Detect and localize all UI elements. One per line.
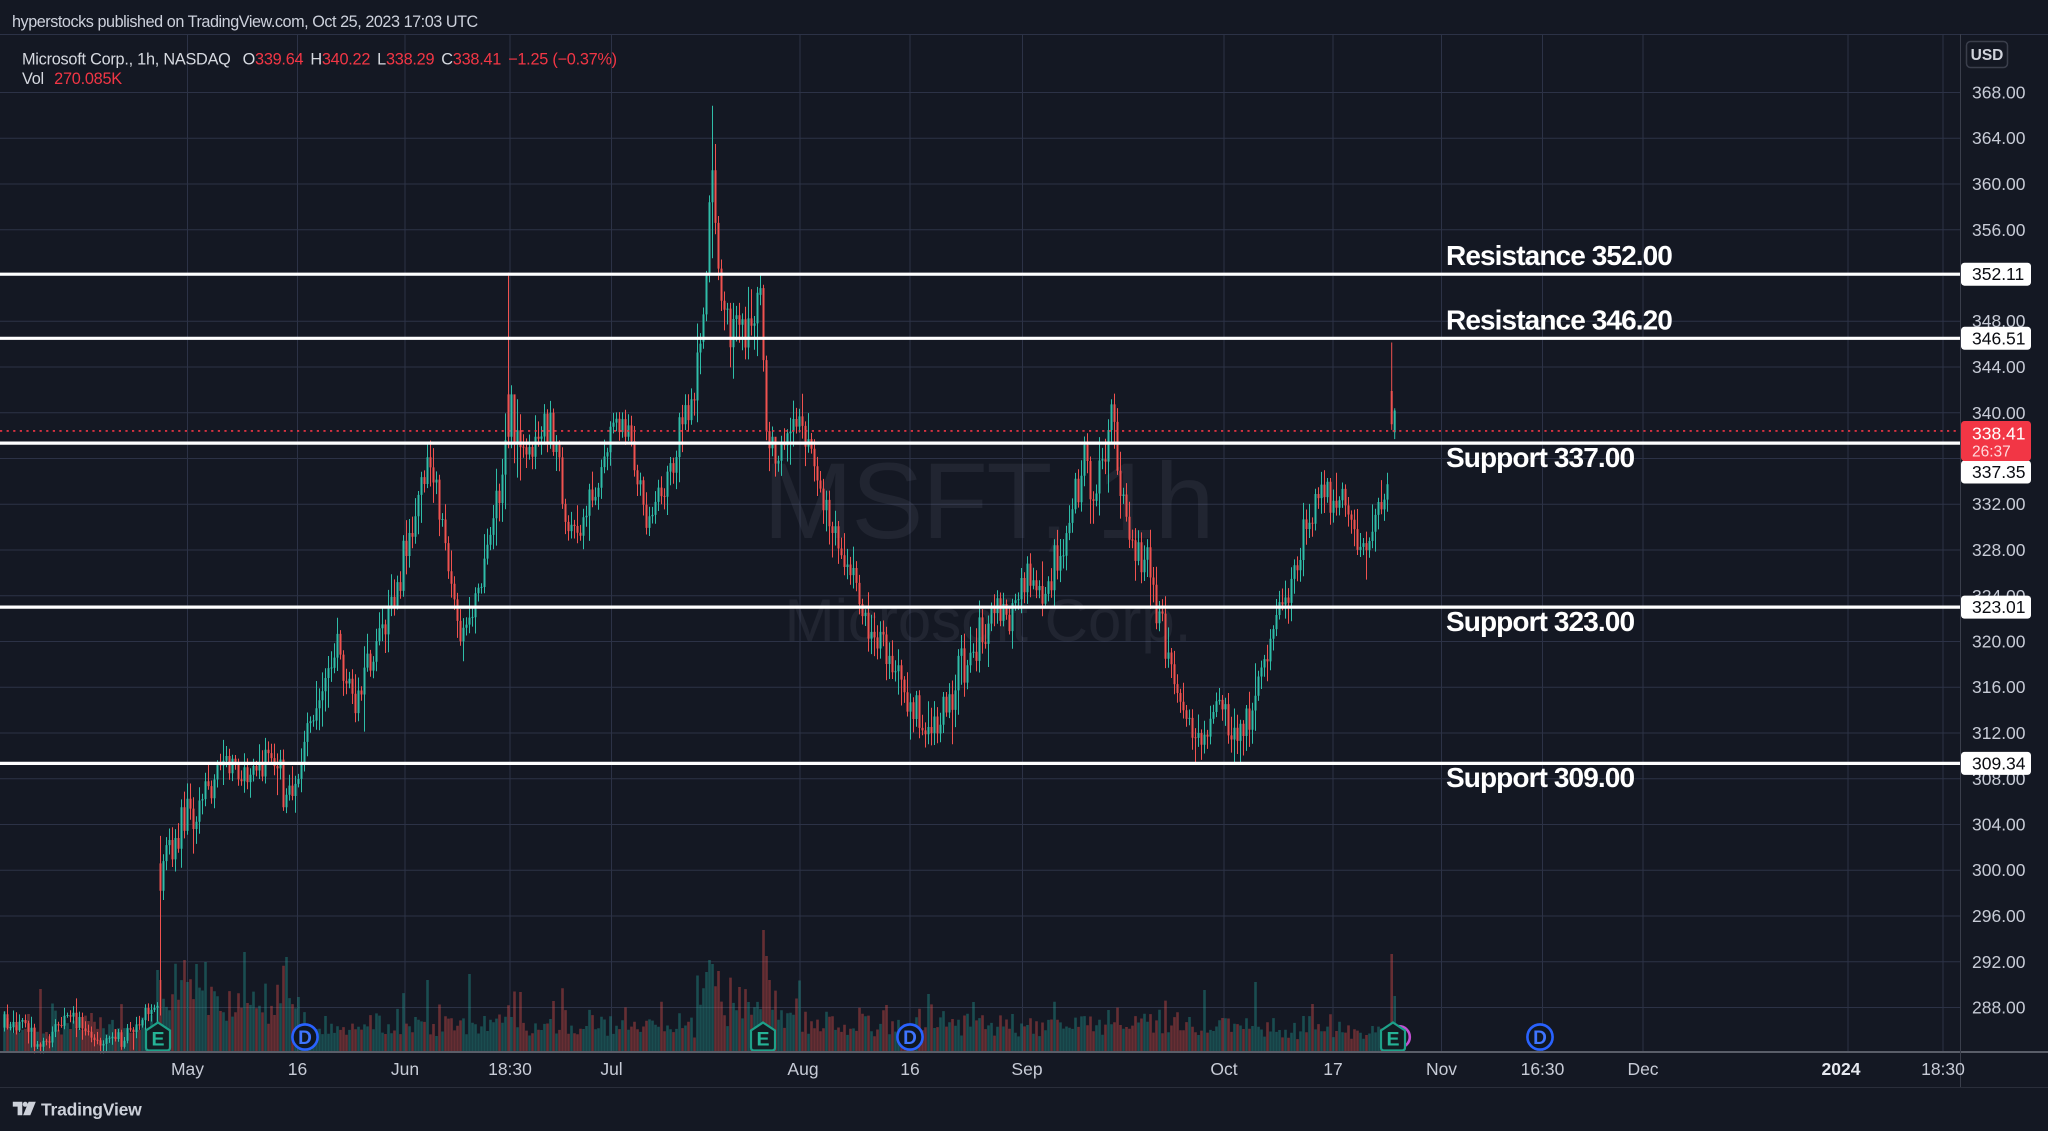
- svg-text:18:30: 18:30: [488, 1059, 532, 1079]
- svg-text:Jul: Jul: [600, 1059, 622, 1079]
- svg-text:Aug: Aug: [787, 1059, 818, 1079]
- svg-text:356.00: 356.00: [1972, 220, 2026, 240]
- svg-text:TradingView: TradingView: [41, 1100, 142, 1120]
- svg-text:16: 16: [900, 1059, 919, 1079]
- svg-text:346.51: 346.51: [1972, 328, 2026, 348]
- svg-text:352.11: 352.11: [1972, 264, 2024, 284]
- svg-text:Support 337.00: Support 337.00: [1446, 442, 1634, 473]
- svg-text:May: May: [171, 1059, 204, 1079]
- svg-text:16:30: 16:30: [1521, 1059, 1565, 1079]
- svg-text:16: 16: [288, 1059, 307, 1079]
- svg-text:D: D: [903, 1028, 917, 1049]
- svg-text:2024: 2024: [1822, 1059, 1861, 1079]
- svg-text:348.00: 348.00: [1972, 311, 2026, 331]
- svg-text:Resistance 352.00: Resistance 352.00: [1446, 240, 1672, 271]
- svg-text:337.35: 337.35: [1972, 462, 2026, 482]
- svg-text:hyperstocks published on Tradi: hyperstocks published on TradingView.com…: [12, 13, 479, 31]
- svg-text:296.00: 296.00: [1972, 906, 2026, 926]
- svg-text:288.00: 288.00: [1972, 998, 2026, 1018]
- svg-text:292.00: 292.00: [1972, 952, 2026, 972]
- svg-text:26:37: 26:37: [1972, 444, 2011, 461]
- svg-text:Sep: Sep: [1011, 1059, 1042, 1079]
- svg-text:304.00: 304.00: [1972, 815, 2026, 835]
- svg-text:338.41: 338.41: [1972, 424, 2026, 444]
- svg-text:300.00: 300.00: [1972, 860, 2026, 880]
- svg-text:D: D: [298, 1028, 312, 1049]
- svg-text:Jun: Jun: [391, 1059, 419, 1079]
- svg-text:Oct: Oct: [1210, 1059, 1237, 1079]
- svg-text:Support 323.00: Support 323.00: [1446, 606, 1634, 637]
- svg-text:Vol 270.085K: Vol 270.085K: [22, 70, 122, 88]
- svg-text:364.00: 364.00: [1972, 128, 2026, 148]
- svg-text:D: D: [1533, 1028, 1547, 1049]
- svg-text:360.00: 360.00: [1972, 174, 2026, 194]
- svg-text:316.00: 316.00: [1972, 677, 2026, 697]
- svg-text:Dec: Dec: [1627, 1059, 1658, 1079]
- svg-text:340.00: 340.00: [1972, 403, 2026, 423]
- svg-text:332.00: 332.00: [1972, 494, 2026, 514]
- svg-text:Support 309.00: Support 309.00: [1446, 762, 1634, 793]
- svg-text:E: E: [1386, 1029, 1399, 1051]
- svg-text:18:30: 18:30: [1921, 1059, 1965, 1079]
- svg-text:309.34: 309.34: [1972, 753, 2026, 773]
- svg-text:344.00: 344.00: [1972, 357, 2026, 377]
- svg-text:323.01: 323.01: [1972, 597, 2026, 617]
- svg-text:USD: USD: [1971, 47, 2004, 64]
- svg-text:328.00: 328.00: [1972, 540, 2026, 560]
- svg-text:Resistance 346.20: Resistance 346.20: [1446, 304, 1672, 335]
- svg-text:E: E: [756, 1029, 769, 1051]
- svg-text:17: 17: [1323, 1059, 1342, 1079]
- svg-text:320.00: 320.00: [1972, 632, 2026, 652]
- svg-text:368.00: 368.00: [1972, 83, 2026, 103]
- svg-text:E: E: [151, 1029, 164, 1051]
- svg-text:Nov: Nov: [1426, 1059, 1457, 1079]
- svg-text:312.00: 312.00: [1972, 723, 2026, 743]
